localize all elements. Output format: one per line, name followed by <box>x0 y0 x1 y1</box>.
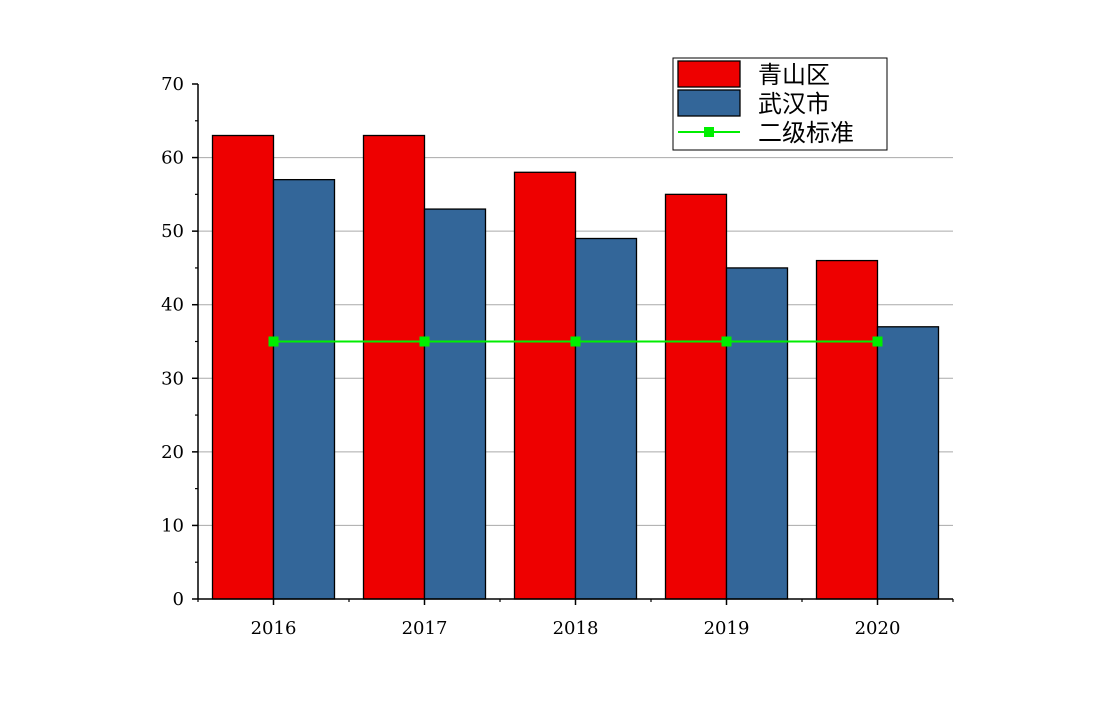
legend-label: 武汉市 <box>758 90 830 118</box>
legend-swatch-青山区 <box>677 60 741 88</box>
bar-青山区-2019 <box>664 193 728 600</box>
y-tick-label: 0 <box>173 589 184 610</box>
legend-label: 青山区 <box>758 61 830 89</box>
bar-武汉市-2019 <box>725 267 789 600</box>
marker-二级标准-2019 <box>721 336 732 347</box>
bar-武汉市-2016 <box>272 178 336 600</box>
y-tick-label: 70 <box>161 74 184 95</box>
y-tick-label: 20 <box>161 442 184 463</box>
marker-二级标准-2017 <box>419 336 430 347</box>
y-tick-label: 60 <box>161 148 184 169</box>
bar-武汉市-2018 <box>574 237 638 600</box>
legend-swatch-武汉市 <box>677 89 741 117</box>
legend-marker-二级标准 <box>704 127 714 137</box>
bar-青山区-2016 <box>211 134 275 600</box>
bar-青山区-2017 <box>362 134 426 600</box>
bar-武汉市-2020 <box>876 326 940 600</box>
y-tick-label: 50 <box>161 221 184 242</box>
y-tick-label: 10 <box>161 515 184 536</box>
bar-青山区-2020 <box>815 259 879 600</box>
legend-label: 二级标准 <box>758 119 854 147</box>
x-tick-label: 2016 <box>251 618 297 639</box>
x-tick-label: 2017 <box>402 618 448 639</box>
x-tick-label: 2020 <box>855 618 901 639</box>
bar-青山区-2018 <box>513 171 577 600</box>
marker-二级标准-2018 <box>570 336 581 347</box>
x-tick-label: 2019 <box>704 618 750 639</box>
marker-二级标准-2016 <box>268 336 279 347</box>
y-tick-label: 30 <box>161 368 184 389</box>
y-tick-label: 40 <box>161 295 184 316</box>
marker-二级标准-2020 <box>872 336 883 347</box>
bar-武汉市-2017 <box>423 208 487 600</box>
x-tick-label: 2018 <box>553 618 599 639</box>
